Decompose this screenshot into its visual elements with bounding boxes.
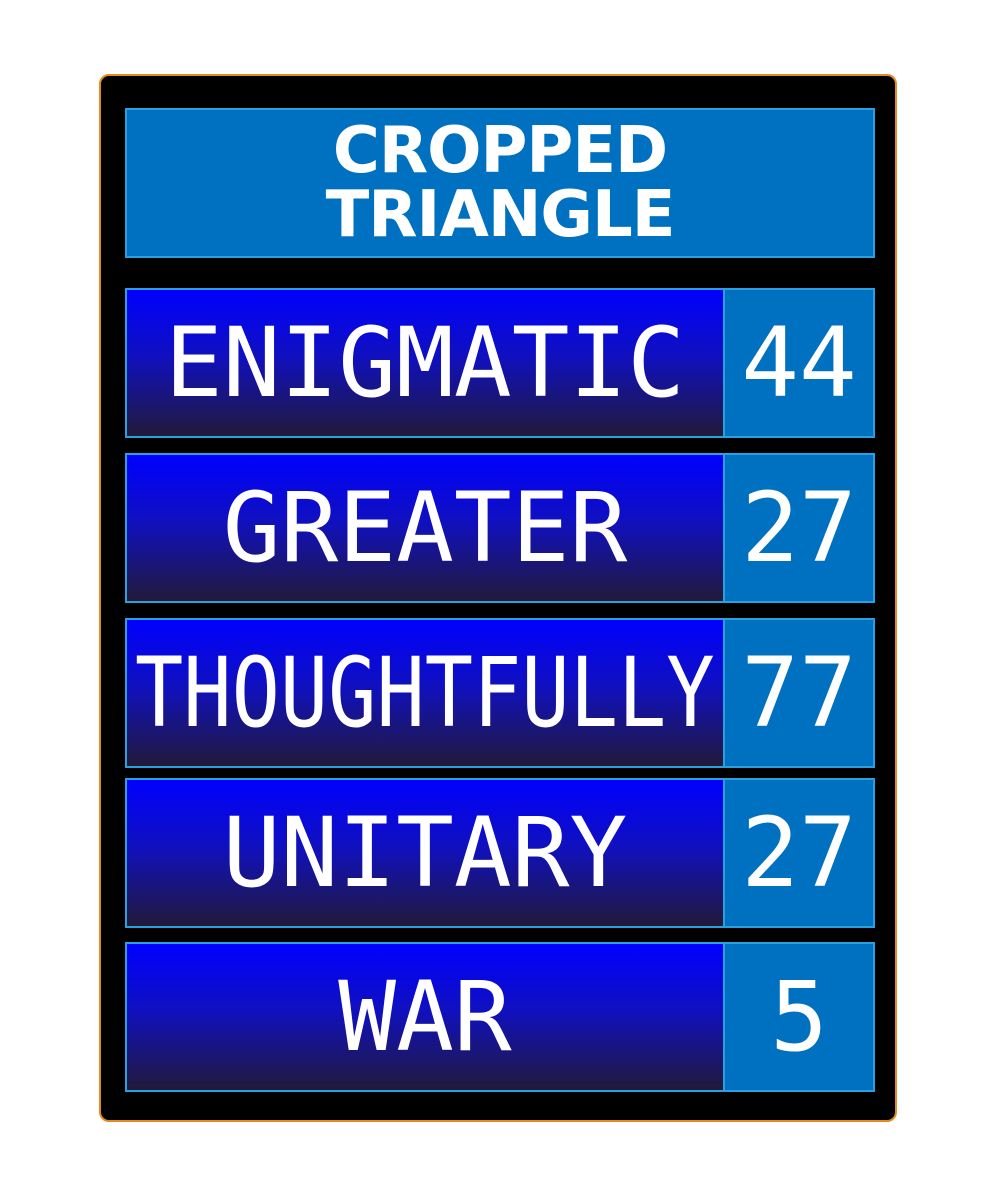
answer-text-cell: ENIGMATIC	[125, 288, 725, 438]
answer-score: 77	[741, 637, 857, 749]
answer-score-cell: 77	[725, 618, 875, 768]
answer-row[interactable]: UNITARY 27	[125, 778, 875, 928]
answer-text-cell: THOUGHTFULLY	[125, 618, 725, 768]
game-board: CROPPED TRIANGLE ENIGMATIC 44 GREATER 27…	[99, 74, 897, 1122]
answer-text: WAR	[338, 961, 512, 1073]
answer-score: 5	[770, 961, 828, 1073]
answer-text: GREATER	[222, 472, 628, 584]
answer-text: UNITARY	[222, 797, 628, 909]
answer-score-cell: 27	[725, 778, 875, 928]
answer-text: THOUGHTFULLY	[135, 637, 715, 749]
answer-score-cell: 27	[725, 453, 875, 603]
answer-text-cell: GREATER	[125, 453, 725, 603]
answer-text-cell: WAR	[125, 942, 725, 1092]
answer-row[interactable]: WAR 5	[125, 942, 875, 1092]
answer-score: 27	[741, 797, 857, 909]
answer-score: 44	[741, 307, 857, 419]
answer-row[interactable]: ENIGMATIC 44	[125, 288, 875, 438]
answer-score: 27	[741, 472, 857, 584]
answer-score-cell: 5	[725, 942, 875, 1092]
answer-score-cell: 44	[725, 288, 875, 438]
answer-text-cell: UNITARY	[125, 778, 725, 928]
category-title-panel: CROPPED TRIANGLE	[125, 108, 875, 258]
category-title-line-2: TRIANGLE	[325, 178, 676, 252]
answer-row[interactable]: THOUGHTFULLY 77	[125, 618, 875, 768]
answer-text: ENIGMATIC	[164, 307, 686, 419]
category-title-line-1: CROPPED	[332, 114, 668, 188]
answer-row[interactable]: GREATER 27	[125, 453, 875, 603]
